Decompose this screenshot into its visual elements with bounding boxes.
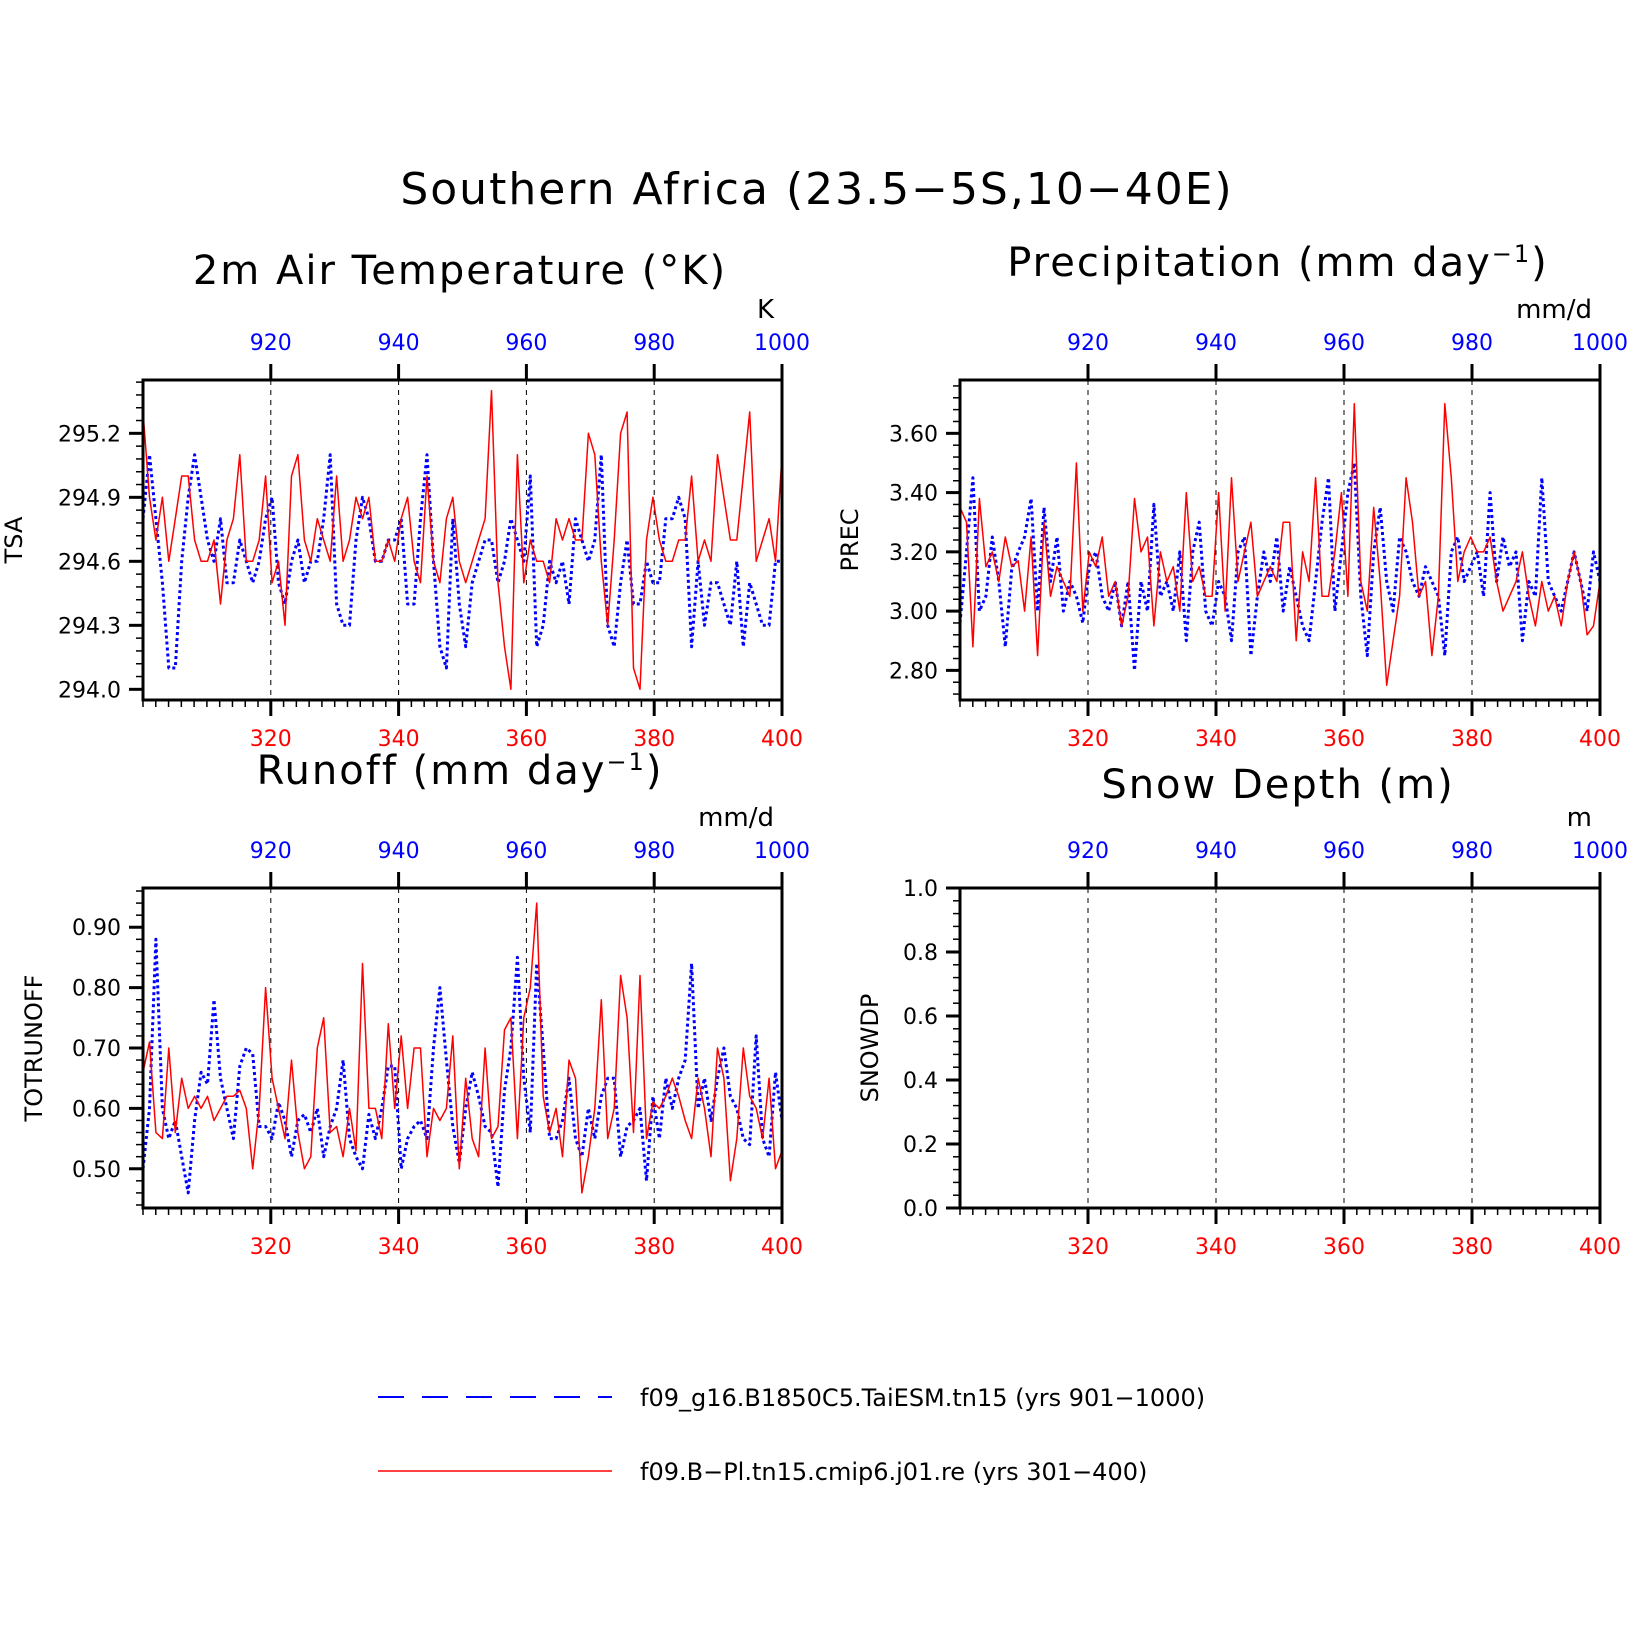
x-tick-label-bottom: 380 [1451,727,1493,752]
x-tick-label-top: 920 [1067,331,1109,356]
x-tick-label-bottom: 320 [250,727,292,752]
x-tick-label-top: 980 [633,839,675,864]
y-axis-label: TOTRUNOFF [20,975,48,1123]
x-tick-label-bottom: 340 [1195,727,1237,752]
y-tick-label: 294.0 [58,678,121,703]
panel-title-main: Runoff (mm day [257,748,607,794]
x-tick-label-bottom: 380 [633,727,675,752]
units-label: mm/d [1516,295,1592,325]
x-tick-label-bottom: 400 [1579,1235,1621,1260]
x-tick-label-top: 960 [505,839,547,864]
series-line-cmip6 [142,389,783,691]
x-tick-label-top: 960 [1323,331,1365,356]
x-tick-label-bottom: 400 [761,1235,803,1260]
y-tick-label: 3.60 [889,422,938,447]
x-tick-label-top: 920 [250,839,292,864]
panel-3: Runoff (mm day−1) mm/d TOTRUNOFF 320 340 360 3… [20,748,810,1260]
x-tick-label-bottom: 340 [1195,1235,1237,1260]
y-tick-label: 294.9 [58,486,121,511]
y-tick-label: 0.50 [72,1158,121,1183]
legend-label-red: f09.B−Pl.tn15.cmip6.j01.re (yrs 301−400) [640,1458,1147,1486]
x-tick-label-bottom: 360 [505,727,547,752]
units-label: K [757,295,775,325]
units-label: mm/d [698,803,774,833]
series-line-taiesm [141,937,784,1195]
panel-title-end: ) [1531,240,1549,286]
panel-title-main: Snow Depth (m) [1101,762,1454,808]
figure-title: Southern Africa (23.5−5S,10−40E) [400,164,1233,215]
panel-title: Runoff (mm day−1) [257,748,664,794]
y-tick-label: 0.4 [903,1069,938,1094]
units-label: m [1567,803,1592,833]
x-tick-label-top: 940 [378,331,420,356]
x-tick-label-bottom: 360 [1323,727,1365,752]
x-tick-label-bottom: 340 [378,1235,420,1260]
panel-title-main: Precipitation (mm day [1007,240,1492,286]
y-tick-label: 3.00 [889,600,938,625]
y-tick-label: 0.2 [903,1133,938,1158]
x-tick-label-bottom: 320 [250,1235,292,1260]
series-line-cmip6 [142,902,783,1194]
x-tick-label-top: 940 [378,839,420,864]
x-tick-label-bottom: 360 [1323,1235,1365,1260]
y-tick-label: 0.70 [72,1037,121,1062]
panel-title-end: ) [646,748,664,794]
x-tick-label-bottom: 320 [1067,727,1109,752]
plot-frame [958,886,1602,1210]
x-tick-label-top: 1000 [1572,331,1628,356]
x-tick-label-top: 980 [1451,331,1493,356]
x-tick-label-top: 960 [1323,839,1365,864]
x-tick-label-top: 1000 [1572,839,1628,864]
series-line-taiesm [141,453,782,670]
y-tick-label: 0.0 [903,1197,938,1222]
x-tick-label-top: 980 [1451,839,1493,864]
y-tick-label: 0.8 [903,941,938,966]
x-tick-label-bottom: 340 [378,727,420,752]
y-tick-label: 294.3 [58,614,121,639]
panel-title-sup: −1 [606,748,645,776]
x-tick-label-top: 920 [1067,839,1109,864]
x-tick-label-top: 1000 [754,331,810,356]
panel-title: Precipitation (mm day−1) [1007,240,1549,286]
x-tick-label-bottom: 360 [505,1235,547,1260]
x-tick-label-bottom: 400 [1579,727,1621,752]
y-axis-label: TSA [0,516,28,564]
y-axis-label: SNOWDP [856,994,884,1103]
panel-title-main: 2m Air Temperature (°K) [193,248,727,294]
y-tick-label: 0.6 [903,1005,938,1030]
x-tick-label-top: 960 [505,331,547,356]
y-tick-label: 0.90 [72,916,121,941]
x-tick-label-top: 1000 [754,839,810,864]
panel-title: Snow Depth (m) [1101,762,1454,808]
y-tick-label: 295.2 [58,422,121,447]
panel-4: Snow Depth (m) m SNOWDP 320 340 360 380 400 920 9… [856,762,1628,1260]
y-tick-label: 1.0 [903,877,938,902]
x-tick-label-bottom: 380 [633,1235,675,1260]
y-axis-label: PREC [836,508,864,571]
x-tick-label-top: 920 [250,331,292,356]
panel-title: 2m Air Temperature (°K) [193,248,727,294]
y-tick-label: 294.6 [58,550,121,575]
panel-1: 2m Air Temperature (°K) K TSA 320 340 360 380 4… [0,248,810,752]
series-line-taiesm [958,461,1602,672]
x-tick-label-bottom: 400 [761,727,803,752]
y-tick-label: 0.80 [72,977,121,1002]
x-tick-label-top: 940 [1195,331,1237,356]
panel-2: Precipitation (mm day−1) mm/d PREC 320 340 36… [836,240,1628,752]
x-tick-label-top: 940 [1195,839,1237,864]
x-tick-label-top: 980 [633,331,675,356]
legend-label-blue: f09_g16.B1850C5.TaiESM.tn15 (yrs 901−100… [640,1384,1205,1412]
x-tick-label-bottom: 380 [1451,1235,1493,1260]
series-line-cmip6 [959,402,1601,686]
legend: f09_g16.B1850C5.TaiESM.tn15 (yrs 901−100… [378,1384,1205,1486]
panel-title-sup: −1 [1492,240,1531,268]
panels: 2m Air Temperature (°K) K TSA 320 340 360 380 4… [0,240,1628,1260]
y-tick-label: 0.60 [72,1097,121,1122]
y-tick-label: 3.20 [889,541,938,566]
y-tick-label: 3.40 [889,482,938,507]
x-tick-label-bottom: 320 [1067,1235,1109,1260]
y-tick-label: 2.80 [889,659,938,684]
